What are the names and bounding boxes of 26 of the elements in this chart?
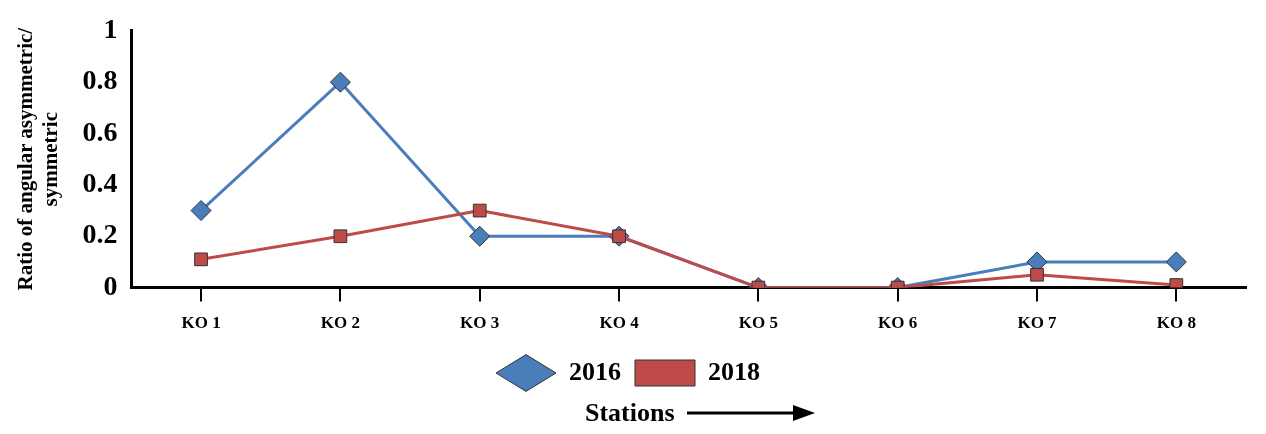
point	[329, 71, 351, 93]
y-tick-label: 0.4	[82, 167, 118, 199]
y-tick-label: 1	[103, 13, 118, 45]
point	[194, 252, 208, 267]
point	[469, 225, 491, 247]
y-tick-label: 0.8	[82, 64, 118, 96]
x-tick-label: KO 3	[460, 313, 500, 333]
x-tick-label: KO 1	[181, 313, 221, 333]
point	[472, 203, 487, 218]
x-tick-label: KO 2	[320, 313, 360, 333]
x-tick-label: KO 7	[1017, 313, 1058, 333]
x-axis-title: Stations	[585, 398, 675, 428]
point	[1165, 251, 1187, 273]
y-axis-title: Ratio of angular asymmetric/ symmetric	[13, 26, 63, 291]
x-tick-label: KO 8	[1156, 313, 1196, 333]
y-tick-label: 0.2	[82, 218, 118, 250]
point	[190, 200, 212, 222]
y-tick-label: 0	[103, 269, 118, 301]
x-tick-label: KO 4	[599, 313, 640, 333]
point	[333, 229, 348, 244]
y-tick-label: 0.6	[82, 115, 118, 147]
x-tick-label: KO 6	[878, 313, 918, 333]
legend-label: 2018	[708, 356, 760, 386]
legend-label: 2016	[569, 356, 621, 386]
x-tick-label: KO 5	[738, 313, 778, 333]
point	[1030, 267, 1044, 282]
